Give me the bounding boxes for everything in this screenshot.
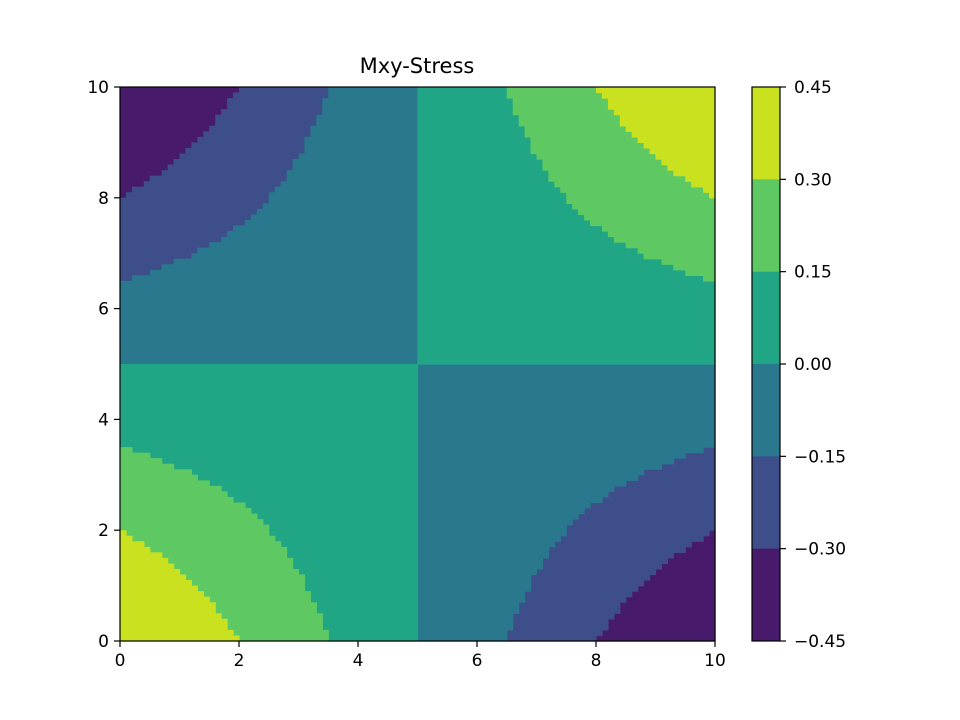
x-tick-label: 10 xyxy=(704,651,726,671)
x-tick-label: 4 xyxy=(353,651,364,671)
x-axis: 0 2 4 6 8 10 xyxy=(115,641,726,671)
contour-band-6 xyxy=(120,87,716,642)
colorbar-tick-label: −0.15 xyxy=(794,447,846,467)
x-tick-label: 6 xyxy=(472,651,483,671)
colorbar-tick-label: −0.45 xyxy=(794,632,846,652)
x-tick-label: 8 xyxy=(591,651,602,671)
y-tick-label: 8 xyxy=(98,189,109,209)
chart-title: Mxy-Stress xyxy=(360,54,475,78)
x-tick-label: 0 xyxy=(115,651,126,671)
y-tick-label: 10 xyxy=(87,78,109,98)
colorbar-segment xyxy=(752,548,780,642)
colorbar-tick-label: −0.30 xyxy=(794,540,846,560)
colorbar-tick-label: 0.30 xyxy=(794,170,832,190)
contour-band-4 xyxy=(120,87,716,642)
y-tick-label: 6 xyxy=(98,300,109,320)
colorbar-segment xyxy=(752,364,780,457)
colorbar-segment xyxy=(752,87,780,180)
plot-frame xyxy=(119,86,716,642)
y-tick-label: 2 xyxy=(98,521,109,541)
colorbar-segment xyxy=(752,271,780,365)
y-tick-label: 4 xyxy=(98,410,109,430)
colorbar-tick-label: 0.45 xyxy=(794,78,832,98)
contour-plot-area xyxy=(120,87,716,642)
colorbar-segment xyxy=(752,179,780,273)
colorbar: 0.45 0.30 0.15 0.00 −0.15 −0.30 −0.45 xyxy=(751,78,846,652)
y-axis: 0 2 4 6 8 10 xyxy=(87,78,120,652)
contour-band-1 xyxy=(120,87,716,642)
y-tick-label: 0 xyxy=(98,632,109,652)
x-tick-label: 2 xyxy=(234,651,245,671)
colorbar-tick-label: 0.00 xyxy=(794,355,832,375)
colorbar-segment xyxy=(752,456,780,550)
colorbar-tick-label: 0.15 xyxy=(794,263,832,283)
